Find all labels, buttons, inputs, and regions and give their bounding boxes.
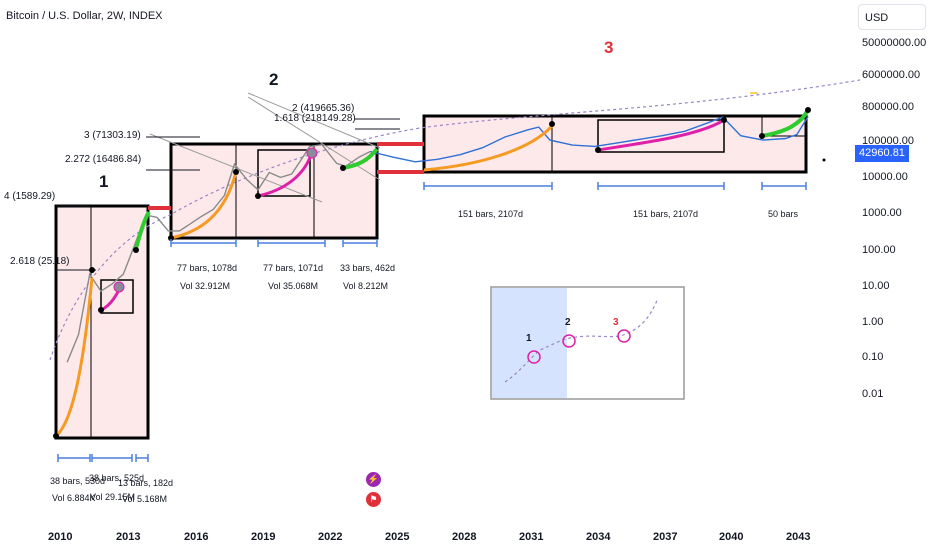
trend-lines (149, 92, 381, 203)
cycle-boxes (54, 114, 808, 440)
range-arrows (57, 182, 807, 462)
series-line (370, 116, 809, 163)
y-tick-label: 100000.00 (862, 135, 914, 147)
fib-label: 4 (1589.29) (4, 191, 56, 202)
magenta-arc (597, 118, 725, 152)
inner-box (90, 205, 149, 439)
series-line (66, 143, 371, 363)
x-tick-label: 2037 (653, 531, 678, 543)
range-label: 38 bars, 525d (89, 473, 145, 483)
marker-circle (113, 281, 125, 293)
y-tick-label: 0.01 (862, 388, 884, 400)
x-tick-label: 2016 (184, 531, 209, 543)
range-label: 38 bars, 530d (50, 476, 106, 486)
inner-box (313, 143, 378, 239)
currency-selector[interactable]: USD (858, 4, 926, 30)
x-tick-label: 2025 (385, 531, 410, 543)
fib-label: 2.618 (25.18) (10, 256, 70, 267)
y-tick-label: 100.00 (862, 244, 896, 256)
range-label: 151 bars, 2107d (458, 209, 524, 219)
price-series (66, 116, 809, 363)
y-tick-label: 10000.00 (862, 171, 908, 183)
orange-arc (54, 277, 94, 438)
green-arc (134, 210, 151, 249)
pivot-dots (53, 107, 826, 439)
range-label: 77 bars, 1071d (263, 263, 324, 273)
x-tick-label: 2043 (786, 531, 811, 543)
range-label: 13 bars, 182d (118, 478, 174, 488)
range-label: 50 bars (768, 209, 799, 219)
range-label: 151 bars, 2107d (633, 209, 699, 219)
orange-arc (170, 171, 238, 240)
lightning-event-icon[interactable]: ⚡ (366, 472, 381, 487)
y-tick-label: 10.00 (862, 280, 890, 292)
x-tick-label: 2034 (586, 531, 611, 543)
inset-label-3: 3 (613, 317, 619, 328)
x-tick-label: 2022 (318, 531, 343, 543)
x-tick-label: 2010 (48, 531, 73, 543)
orange-arc (423, 124, 554, 172)
magenta-arc (257, 151, 314, 198)
chart-title: Bitcoin / U.S. Dollar, 2W, INDEX (6, 10, 163, 22)
range-label: 33 bars, 462d (340, 263, 396, 273)
range-volume-label: Vol 8.212M (343, 281, 389, 291)
cycle-label-2: 2 (269, 70, 279, 89)
cycle-label-1: 1 (99, 172, 109, 191)
cycle-3-box (422, 114, 808, 174)
us-flag-event-icon[interactable]: ⚑ (366, 492, 381, 507)
y-tick-label: 1.00 (862, 316, 884, 328)
y-tick-label: 50000000.00 (862, 37, 927, 49)
inner-box (257, 149, 311, 197)
current-price-tag: 42960.81 (855, 145, 909, 162)
marker-circle (306, 147, 318, 159)
inset-label-2: 2 (565, 317, 571, 328)
inset-diagram (490, 286, 685, 400)
y-tick-label: 800000.00 (862, 101, 914, 113)
y-tick-label: 1000.00 (862, 207, 902, 219)
cycle-label-3: 3 (604, 38, 614, 57)
inset-label-1: 1 (526, 333, 532, 344)
fib-label: 1.618 (218149.28) (274, 113, 356, 124)
x-tick-label: 2028 (452, 531, 477, 543)
range-label: 77 bars, 1078d (177, 263, 238, 273)
fib-lines (56, 118, 400, 271)
range-volume-label: Vol 35.068M (268, 281, 319, 291)
fib-label: 2.272 (16486.84) (65, 154, 142, 165)
x-tick-label: 2031 (519, 531, 544, 543)
inner-box (551, 115, 807, 173)
range-volume-label: Vol 32.912M (180, 281, 231, 291)
growth-arcs (54, 108, 810, 438)
green-arc (761, 108, 810, 138)
y-tick-label: 0.10 (862, 351, 884, 363)
inner-box (597, 119, 725, 153)
inner-box (761, 115, 807, 137)
red-connectors (148, 142, 424, 210)
green-arc (342, 147, 379, 170)
fib-label: 3 (71303.19) (84, 130, 141, 141)
log-growth-curve (49, 79, 861, 361)
cycle-1-box (54, 204, 150, 440)
x-tick-label: 2019 (251, 531, 276, 543)
range-volume-label: Vol 29.15M (90, 492, 136, 502)
y-tick-label: 6000000.00 (862, 69, 921, 81)
fib-label: 2 (419665.36) (292, 103, 355, 114)
x-tick-label: 2013 (116, 531, 141, 543)
range-volume-label: Vol 6.884K (52, 493, 96, 503)
range-volume-label: Vol 5.168M (122, 494, 168, 504)
x-tick-label: 2040 (719, 531, 744, 543)
